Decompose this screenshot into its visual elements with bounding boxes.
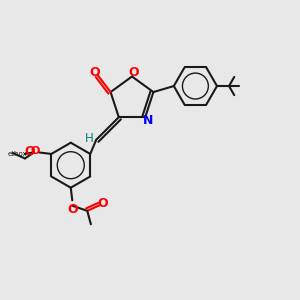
Text: O: O [98,197,108,210]
Text: O: O [25,145,35,158]
Text: O: O [30,146,40,156]
Text: N: N [142,114,153,127]
Text: H: H [85,132,94,145]
Text: ethoxy: ethoxy [8,151,31,157]
Text: O: O [128,66,139,80]
Text: O: O [67,203,78,216]
Text: O: O [90,66,100,79]
